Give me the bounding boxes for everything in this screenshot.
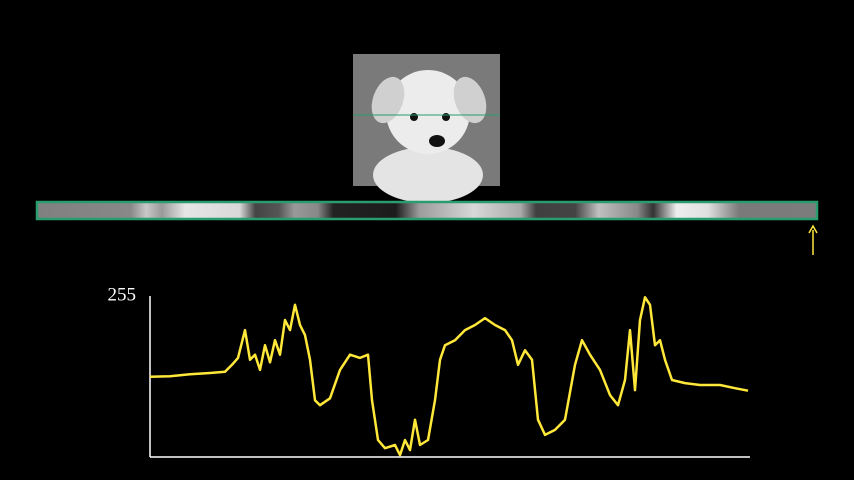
- line-series: [149, 296, 749, 457]
- pointer-arrow: [808, 224, 818, 255]
- pixel-strip: [35, 200, 819, 221]
- puppy-image: [353, 54, 500, 203]
- y-tick-label: 255: [108, 284, 137, 305]
